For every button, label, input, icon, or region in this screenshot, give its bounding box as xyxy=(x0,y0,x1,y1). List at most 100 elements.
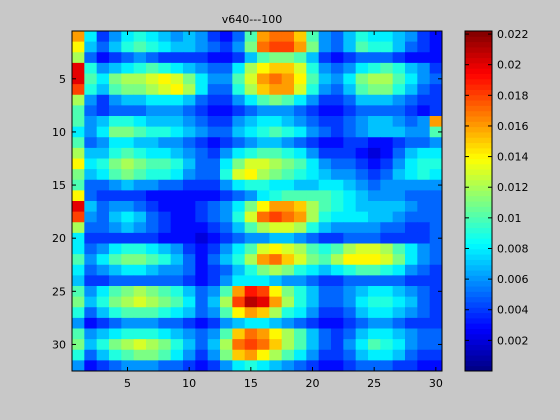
colorbar-band xyxy=(465,222,492,229)
heatmap-cell xyxy=(269,201,283,213)
heatmap-cell xyxy=(405,52,418,64)
heatmap-cell xyxy=(220,222,233,234)
heatmap-cell xyxy=(244,147,258,159)
heatmap-cell xyxy=(220,275,233,287)
heatmap-cell xyxy=(318,158,332,170)
heatmap-cell xyxy=(257,158,270,170)
heatmap-cell xyxy=(281,211,295,223)
heatmap-cell xyxy=(331,254,344,266)
heatmap-cell xyxy=(96,243,110,255)
heatmap-cell xyxy=(244,222,258,234)
heatmap-cell xyxy=(429,73,443,85)
heatmap-cell xyxy=(170,169,184,181)
colorbar-band xyxy=(465,312,492,319)
heatmap-cell xyxy=(72,201,85,213)
heatmap-cell xyxy=(121,41,135,53)
heatmap-cell xyxy=(158,317,172,329)
heatmap-cell xyxy=(146,94,159,106)
heatmap-cell xyxy=(343,296,357,308)
heatmap-cell xyxy=(244,190,258,202)
heatmap-cell xyxy=(244,211,258,223)
heatmap-cell xyxy=(109,147,122,159)
heatmap-cell xyxy=(318,116,332,128)
heatmap-cell xyxy=(133,94,147,106)
heatmap-cell xyxy=(355,317,369,329)
heatmap-cell xyxy=(183,222,196,234)
colorbar-band xyxy=(465,355,492,361)
heatmap-cell xyxy=(380,328,394,340)
heatmap-cell xyxy=(429,286,443,298)
heatmap-cell xyxy=(405,137,418,149)
heatmap-cell xyxy=(318,264,332,276)
heatmap-cell xyxy=(244,296,258,308)
heatmap-cell xyxy=(331,222,344,234)
heatmap-cell xyxy=(355,349,369,361)
heatmap-cell xyxy=(281,328,295,340)
heatmap-cell xyxy=(281,232,295,244)
heatmap-cell xyxy=(109,137,122,149)
colorbar-band xyxy=(465,94,492,101)
x-tick-label: 25 xyxy=(367,377,381,390)
heatmap-cell xyxy=(368,169,381,181)
heatmap-cell xyxy=(306,179,320,191)
heatmap-cell xyxy=(220,41,233,53)
heatmap-cell xyxy=(343,211,357,223)
heatmap-cell xyxy=(318,254,332,266)
heatmap-cell xyxy=(195,360,209,372)
heatmap-cell xyxy=(133,339,147,351)
heatmap-cell xyxy=(220,126,233,138)
heatmap-cell xyxy=(417,84,431,96)
heatmap-cell xyxy=(232,339,246,351)
heatmap-cell xyxy=(306,190,320,202)
x-tick-label: 20 xyxy=(306,377,320,390)
heatmap-cell xyxy=(417,158,431,170)
heatmap-cell xyxy=(158,307,172,319)
colorbar-tick-label: 0.006 xyxy=(497,273,529,286)
heatmap-cell xyxy=(84,84,98,96)
heatmap-cell xyxy=(281,169,295,181)
heatmap-cell xyxy=(109,158,122,170)
heatmap-cell xyxy=(96,275,110,287)
heatmap-cell xyxy=(232,116,246,128)
heatmap-cell xyxy=(121,94,135,106)
heatmap-cell xyxy=(417,147,431,159)
heatmap-cell xyxy=(220,105,233,117)
heatmap-cell xyxy=(220,349,233,361)
heatmap-cell xyxy=(195,94,209,106)
heatmap-cell xyxy=(269,158,283,170)
heatmap-cell xyxy=(281,317,295,329)
heatmap-cell xyxy=(380,116,394,128)
colorbar-band xyxy=(465,36,492,43)
heatmap-cell xyxy=(380,41,394,53)
heatmap-cell xyxy=(183,254,196,266)
heatmap-cell xyxy=(392,169,406,181)
heatmap-cell xyxy=(392,264,406,276)
heatmap-cell xyxy=(72,52,85,64)
heatmap-cell xyxy=(405,147,418,159)
heatmap-cell xyxy=(232,52,246,64)
heatmap-cell xyxy=(417,222,431,234)
heatmap-cell xyxy=(294,147,307,159)
heatmap-cell xyxy=(96,73,110,85)
heatmap-cell xyxy=(380,73,394,85)
heatmap-cell xyxy=(158,296,172,308)
heatmap-cell xyxy=(368,307,381,319)
heatmap-cell xyxy=(170,116,184,128)
heatmap-cell xyxy=(281,201,295,213)
heatmap-cell xyxy=(429,232,443,244)
heatmap-cell xyxy=(257,190,270,202)
heatmap-cell xyxy=(306,264,320,276)
heatmap-cell xyxy=(343,94,357,106)
heatmap-cell xyxy=(121,307,135,319)
heatmap-cell xyxy=(183,179,196,191)
heatmap-cell xyxy=(109,190,122,202)
heatmap-cell xyxy=(368,232,381,244)
heatmap-cell xyxy=(429,264,443,276)
heatmap-cell xyxy=(380,222,394,234)
heatmap-cell xyxy=(417,307,431,319)
heatmap-cell xyxy=(343,116,357,128)
colorbar-band xyxy=(465,344,492,351)
heatmap-cell xyxy=(269,317,283,329)
heatmap-cell xyxy=(368,31,381,43)
heatmap-cell xyxy=(121,137,135,149)
